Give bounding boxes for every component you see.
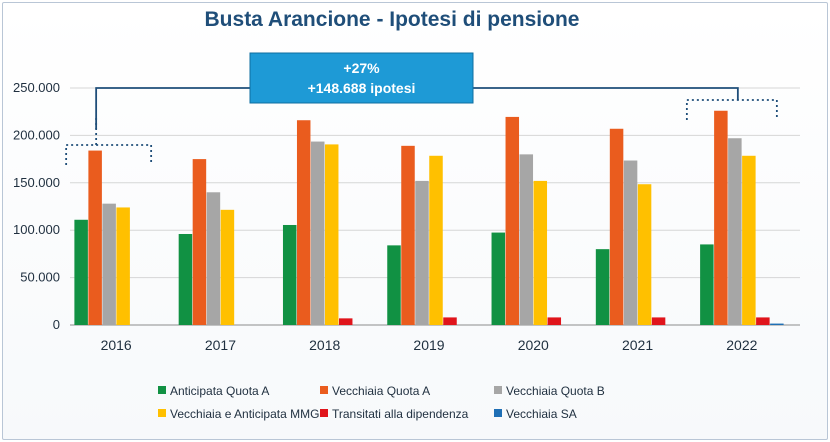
legend-swatch (494, 386, 502, 394)
bar (533, 180, 548, 325)
annotation-bracket-left (65, 118, 153, 165)
bar (505, 116, 520, 325)
y-tick-label: 100.000 (13, 222, 60, 237)
y-tick-label: 150.000 (13, 175, 60, 190)
bar (102, 203, 116, 325)
annotation-line-2: +148.688 ipotesi (308, 80, 416, 96)
bar (756, 317, 770, 325)
bar (429, 155, 443, 325)
bar (415, 180, 429, 325)
bar (623, 160, 638, 325)
y-tick-label: 200.000 (13, 127, 60, 142)
legend-swatch (158, 386, 166, 394)
bar (637, 184, 652, 325)
x-tick-label: 2016 (101, 337, 132, 353)
x-tick-label: 2019 (413, 337, 444, 353)
legend-label: Vecchiaia Quota B (506, 384, 605, 398)
legend-swatch (494, 409, 502, 417)
bar (519, 154, 534, 325)
bar (74, 219, 88, 325)
bar (220, 209, 235, 325)
bar (401, 145, 415, 325)
bar (387, 245, 401, 325)
legend-label: Vecchiaia Quota A (332, 384, 430, 398)
bar (491, 232, 506, 325)
y-tick-label: 250.000 (13, 80, 60, 95)
legend-swatch (320, 386, 328, 394)
annotation-bracket-right (685, 99, 778, 120)
y-tick-label: 0 (53, 317, 60, 332)
bar (728, 138, 742, 325)
legend-swatch (320, 409, 328, 417)
legend-label: Vecchiaia e Anticipata MMG (170, 407, 319, 421)
bar (324, 144, 339, 325)
legend-label: Vecchiaia SA (506, 407, 577, 421)
bar (178, 233, 193, 325)
x-tick-label: 2021 (622, 337, 653, 353)
bar (700, 244, 714, 325)
bar (282, 224, 297, 325)
legend-label: Transitati alla dipendenza (332, 407, 469, 421)
x-tick-label: 2020 (518, 337, 549, 353)
bar (88, 150, 102, 325)
bar (742, 155, 756, 325)
x-tick-label: 2018 (309, 337, 340, 353)
annotation-callout-box (249, 52, 474, 104)
bar (116, 207, 130, 325)
bar (192, 159, 207, 325)
x-tick-label: 2017 (205, 337, 236, 353)
bar (651, 317, 666, 325)
bar (310, 141, 325, 325)
bar (206, 192, 221, 325)
bar (595, 249, 610, 325)
legend-swatch (158, 409, 166, 417)
bar (609, 128, 624, 325)
bar (338, 318, 353, 325)
bar (296, 120, 311, 326)
legend-label: Anticipata Quota A (170, 384, 269, 398)
chart-title: Busta Arancione - Ipotesi di pensione (205, 8, 580, 31)
bar (547, 317, 562, 325)
bar (443, 317, 457, 325)
x-tick-label: 2022 (726, 337, 757, 353)
y-tick-label: 50.000 (20, 270, 60, 285)
bar (770, 323, 784, 325)
bar (714, 110, 728, 325)
annotation-line-1: +27% (343, 60, 380, 76)
